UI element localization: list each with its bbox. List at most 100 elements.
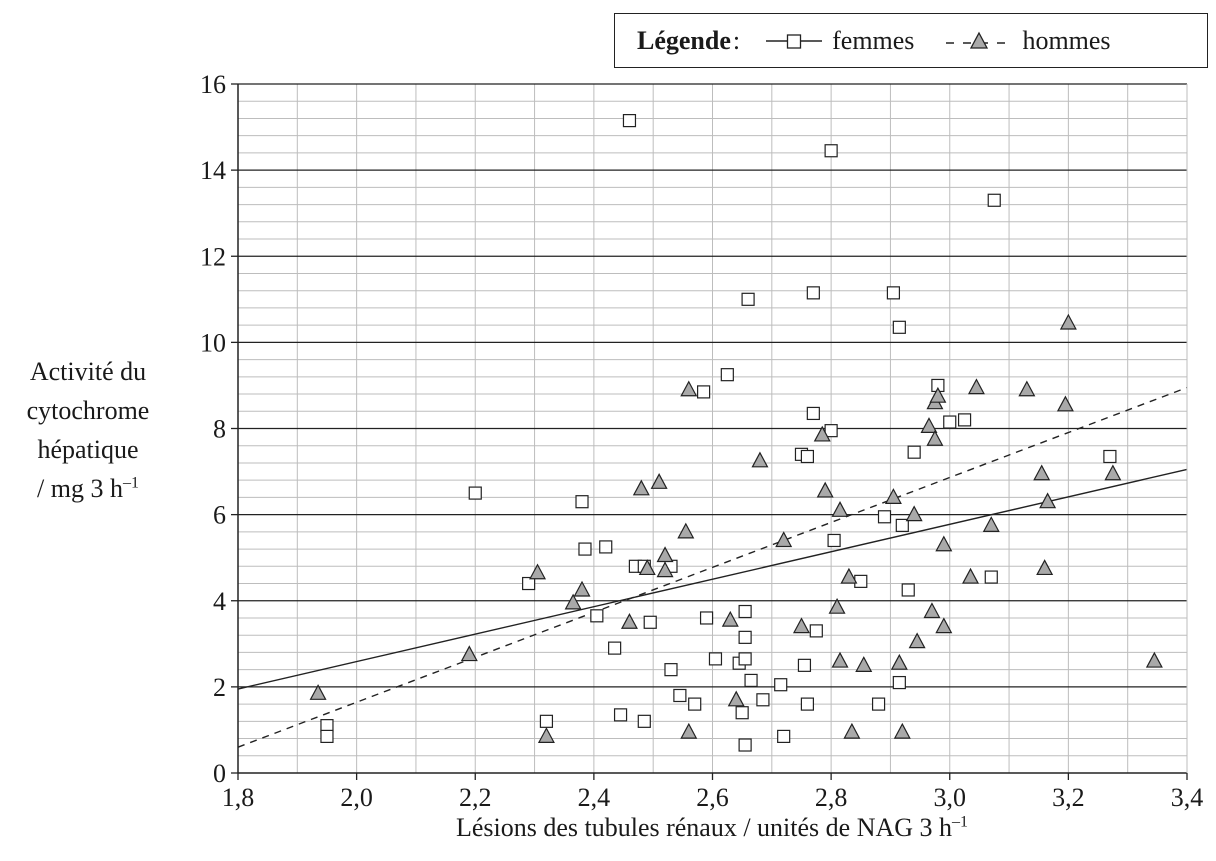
point-femmes — [637, 714, 651, 728]
point-femmes — [613, 708, 628, 722]
point-hommes — [1059, 313, 1077, 330]
point-hommes — [650, 473, 668, 489]
x-axis-title: Lésions des tubules rénaux / unités de N… — [238, 813, 1186, 843]
point-femmes — [578, 542, 592, 556]
point-femmes — [738, 652, 752, 666]
point-hommes — [816, 481, 834, 498]
trend-lines — [237, 386, 1188, 748]
point-hommes — [1033, 464, 1051, 481]
point-hommes — [1145, 651, 1163, 668]
point-femmes — [708, 652, 723, 666]
x-axis-title-text: Lésions des tubules rénaux / unités de N… — [455, 813, 953, 842]
x-tick-label: 2,4 — [578, 783, 611, 812]
point-femmes — [738, 630, 752, 644]
point-hommes — [620, 613, 638, 629]
point-femmes — [809, 624, 823, 638]
point-hommes — [632, 479, 650, 496]
y-axis-title-line-1: Activité du — [29, 357, 147, 386]
y-tick-label: 12 — [200, 242, 226, 271]
point-hommes — [721, 610, 739, 627]
point-femmes — [824, 144, 838, 158]
point-hommes — [537, 727, 555, 743]
point-hommes — [1056, 395, 1074, 412]
legend-femmes-symbol — [766, 33, 823, 49]
point-femmes — [664, 663, 678, 677]
point-femmes — [806, 286, 820, 300]
x-tick-label: 3,0 — [934, 783, 967, 812]
point-femmes — [877, 510, 892, 524]
x-tick-label: 2,8 — [815, 783, 848, 812]
y-axis-title-line-4: / mg 3 h–1 — [0, 469, 176, 508]
y-tick-label: 14 — [200, 156, 226, 185]
point-hommes — [843, 722, 861, 739]
point-femmes — [735, 706, 749, 720]
point-hommes — [923, 602, 941, 619]
y-axis-title-line-2: cytochrome — [26, 396, 150, 425]
point-hommes — [309, 684, 327, 700]
x-tick-label: 2,2 — [459, 783, 492, 812]
point-hommes — [727, 690, 745, 707]
y-axis-title-unit: / mg 3 h — [37, 474, 123, 503]
point-femmes — [320, 729, 334, 743]
trend-line-femmes — [237, 468, 1188, 690]
point-femmes — [741, 292, 755, 306]
point-femmes — [522, 576, 536, 591]
point-femmes — [886, 286, 901, 300]
point-femmes — [871, 697, 886, 711]
legend-hommes-symbol — [946, 31, 1013, 49]
major-grid — [238, 83, 1187, 688]
point-hommes — [967, 378, 985, 395]
point-femmes — [827, 533, 841, 548]
point-hommes — [573, 580, 591, 597]
point-femmes — [957, 413, 972, 427]
point-femmes — [738, 604, 752, 619]
point-hommes — [920, 417, 938, 433]
point-hommes — [460, 645, 478, 662]
point-hommes — [680, 722, 698, 739]
x-tick-label: 2,0 — [340, 783, 373, 812]
point-hommes — [680, 380, 698, 397]
point-femmes — [800, 697, 815, 711]
point-femmes — [824, 424, 838, 438]
trend-line-hommes — [237, 386, 1188, 748]
axis-ticks — [231, 83, 1188, 780]
point-femmes — [697, 385, 711, 399]
point-hommes — [908, 632, 926, 649]
y-tick-label: 6 — [213, 501, 226, 530]
legend: Légende : femmes hommes — [614, 13, 1208, 68]
point-femmes — [987, 193, 1001, 207]
point-hommes — [935, 535, 953, 552]
point-hommes — [929, 386, 947, 403]
point-hommes — [935, 617, 953, 634]
point-femmes — [1103, 449, 1117, 464]
x-tick-label: 2,6 — [696, 783, 729, 812]
point-femmes — [806, 406, 820, 421]
y-tick-label: 0 — [213, 759, 226, 788]
point-hommes — [529, 563, 547, 580]
point-femmes — [468, 486, 482, 500]
legend-femmes-label: femmes — [832, 25, 915, 55]
point-femmes — [984, 570, 998, 584]
point-femmes — [590, 609, 604, 623]
point-hommes — [656, 546, 674, 563]
point-hommes — [775, 531, 793, 548]
y-tick-label: 8 — [213, 415, 226, 444]
point-hommes — [884, 488, 902, 504]
x-tick-label: 3,2 — [1052, 783, 1085, 812]
x-tick-label: 3,4 — [1171, 783, 1204, 812]
legend-title: Légende — [637, 25, 731, 55]
x-axis-title-exponent: –1 — [952, 813, 969, 831]
point-hommes — [677, 522, 695, 539]
point-femmes — [892, 675, 906, 690]
point-hommes — [1104, 464, 1122, 481]
point-hommes — [1039, 492, 1057, 509]
point-femmes — [643, 615, 657, 629]
tick-labels: 1,8 2,0 2,2 2,4 2,6 2,8 3,0 3,2 3,4 0 2 4 6 8 10 12 14 16 — [200, 70, 1203, 812]
point-femmes — [622, 114, 637, 128]
point-hommes — [982, 516, 1000, 532]
point-hommes — [638, 559, 656, 576]
point-femmes — [907, 445, 921, 459]
point-hommes — [893, 722, 911, 739]
point-femmes — [599, 540, 613, 554]
